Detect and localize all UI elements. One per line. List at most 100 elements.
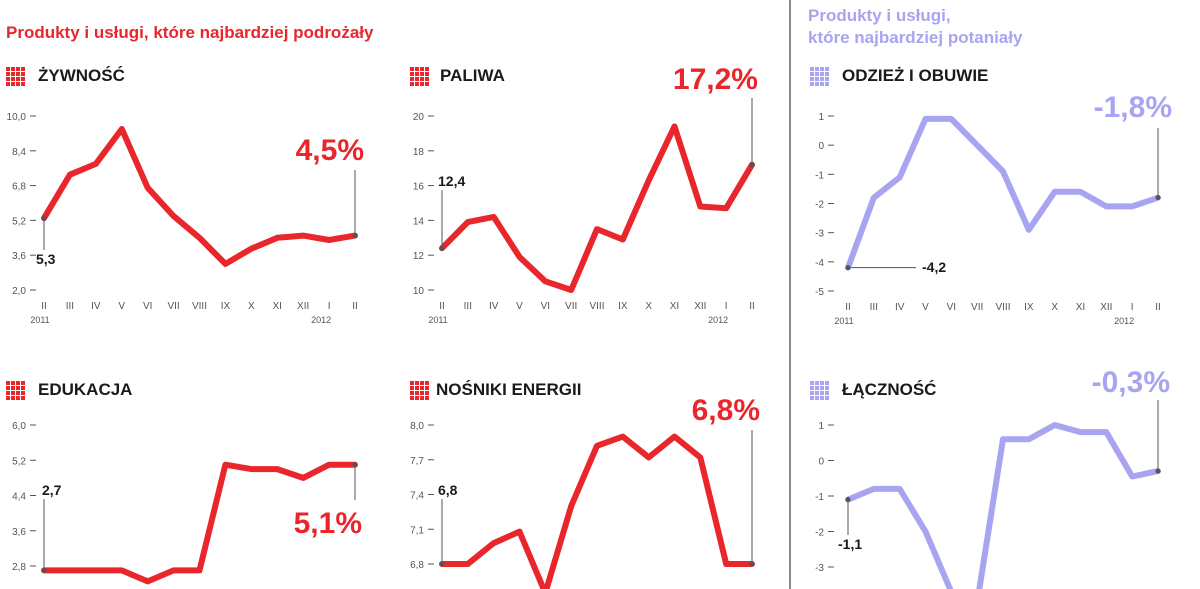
x-tick-label: XI	[670, 301, 679, 312]
section-title-podrozaly: Produkty i usługi, które najbardziej pod…	[6, 23, 374, 42]
chart-grid-icon	[810, 381, 829, 400]
chart-title: ODZIEŻ I OBUWIE	[842, 66, 988, 85]
last-value-label: 6,8%	[692, 394, 760, 427]
series-line	[439, 123, 755, 293]
chart-energia: NOŚNIKI ENERGII 6,8 7,1 7,4 7,7 8,0 6,8 6,8%	[410, 380, 760, 589]
x-tick-label: XII	[297, 301, 309, 312]
x-tick-label: I	[1131, 302, 1134, 313]
x-tick-label: V	[118, 301, 125, 312]
series-line	[439, 433, 755, 589]
chart-title: ŻYWNOŚĆ	[38, 66, 125, 85]
series-line	[845, 115, 1161, 271]
x-tick-label: VI	[143, 301, 152, 312]
y-tick-label: 4,4	[12, 492, 26, 503]
x-tick-label: VI	[947, 302, 956, 313]
x-tick-label: VII	[167, 301, 179, 312]
y-tick-label: 5,2	[12, 216, 26, 227]
y-tick-label: 14	[413, 216, 425, 227]
first-value-label: 2,7	[42, 482, 62, 498]
first-value-label: 5,3	[36, 251, 56, 267]
chart-grid-icon	[6, 67, 25, 86]
y-tick-label: 2,0	[12, 286, 26, 297]
y-tick-label: -2	[815, 200, 824, 211]
x-tick-label: II	[749, 301, 755, 312]
x-tick-label: VIII	[589, 301, 604, 312]
x-tick-label: XII	[694, 301, 706, 312]
chart-grid-icon	[410, 67, 429, 86]
x-tick-label: I	[328, 301, 331, 312]
y-tick-label: 1	[818, 112, 824, 123]
y-tick-label: 8,4	[12, 147, 26, 158]
last-value-label: 17,2%	[673, 63, 758, 96]
y-tick-label: -5	[815, 287, 824, 298]
x-tick-label: X	[248, 301, 255, 312]
y-tick-label: 6,8	[410, 560, 424, 571]
x-tick-label: I	[725, 301, 728, 312]
y-tick-label: 2,8	[12, 562, 26, 573]
chart-title: ŁĄCZNOŚĆ	[842, 380, 936, 399]
x-tick-label: IX	[221, 301, 231, 312]
x-tick-label: II	[352, 301, 358, 312]
x-tick-label: VIII	[995, 302, 1010, 313]
x-tick-label: X	[645, 301, 652, 312]
y-tick-label: -3	[815, 563, 824, 574]
first-value-label: -4,2	[922, 259, 946, 275]
first-value-label: 12,4	[438, 173, 465, 189]
x-tick-label: X	[1051, 302, 1058, 313]
x-tick-label: VII	[971, 302, 983, 313]
y-tick-label: -1	[815, 170, 824, 181]
y-tick-label: 7,4	[410, 491, 424, 502]
x-tick-label: II	[41, 301, 47, 312]
chart-grid-icon	[810, 67, 829, 86]
y-tick-label: -2	[815, 528, 824, 539]
chart-title: NOŚNIKI ENERGII	[436, 380, 581, 399]
y-tick-label: 3,6	[12, 251, 26, 262]
chart-title: PALIWA	[440, 66, 505, 85]
x-tick-label: V	[922, 302, 929, 313]
chart-title: EDUKACJA	[38, 380, 132, 399]
chart-grid-icon	[410, 381, 429, 400]
x-tick-label: IV	[91, 301, 101, 312]
x-tick-label: II	[439, 301, 445, 312]
x-tick-label: IV	[489, 301, 499, 312]
x-tick-label: IX	[1024, 302, 1034, 313]
y-tick-label: 0	[818, 457, 824, 468]
series-line	[845, 422, 1161, 589]
y-tick-label: -3	[815, 229, 824, 240]
y-tick-label: 6,0	[12, 421, 26, 432]
x-tick-label: V	[516, 301, 523, 312]
first-point-marker	[845, 265, 851, 271]
y-tick-label: 12	[413, 251, 425, 262]
y-tick-label: 8,0	[410, 421, 424, 432]
last-value-label: 5,1%	[294, 507, 362, 540]
y-tick-label: 7,7	[410, 456, 424, 467]
last-value-label: -1,8%	[1094, 91, 1172, 124]
y-tick-label: 6,8	[12, 182, 26, 193]
x-tick-label: XI	[273, 301, 282, 312]
y-tick-label: 3,6	[12, 527, 26, 538]
x-tick-label: VII	[565, 301, 577, 312]
x-tick-label: III	[66, 301, 74, 312]
y-tick-label: 7,1	[410, 525, 424, 536]
y-tick-label: -4	[815, 258, 824, 269]
year-label: 2011	[30, 315, 49, 325]
y-tick-label: 0	[818, 141, 824, 152]
year-label: 2011	[428, 315, 447, 325]
x-tick-label: III	[870, 302, 878, 313]
last-value-label: -0,3%	[1092, 366, 1170, 399]
y-tick-label: 10	[413, 286, 425, 297]
x-tick-label: IV	[895, 302, 905, 313]
y-tick-label: 18	[413, 147, 425, 158]
x-tick-label: II	[1155, 302, 1161, 313]
chart-edukacja: EDUKACJA 2,8 3,6 4,4 5,2 6,0 2,7 5,1%	[6, 380, 362, 585]
x-tick-label: IX	[618, 301, 628, 312]
year-label: 2011	[834, 316, 853, 326]
x-tick-label: II	[845, 302, 851, 313]
last-value-label: 4,5%	[296, 134, 364, 167]
year-label: 2012	[311, 315, 331, 325]
year-label: 2012	[1114, 316, 1134, 326]
